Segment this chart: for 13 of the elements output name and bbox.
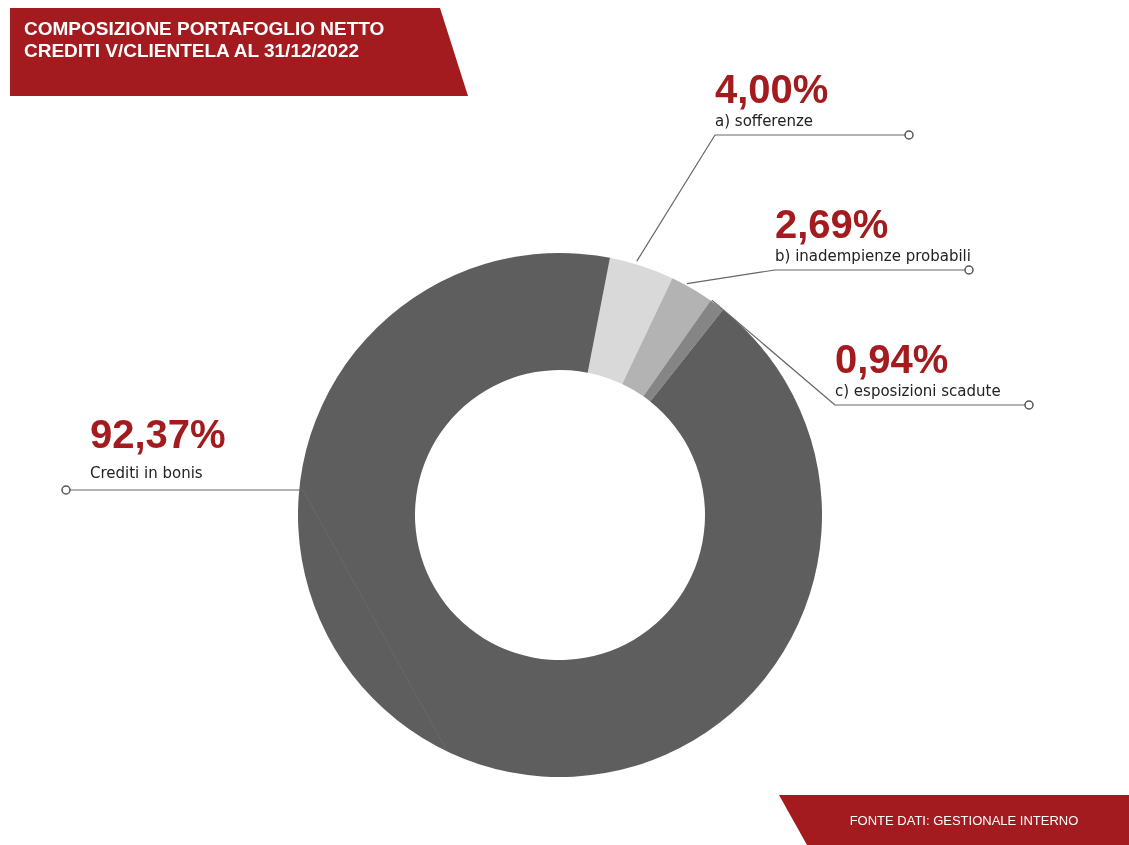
slice-label: a) sofferenze — [715, 112, 814, 130]
donut-slice — [622, 278, 711, 397]
data-label: 4,00% — [715, 67, 829, 111]
donut-slice — [587, 257, 673, 385]
slice-label: b) inadempienze probabili — [775, 247, 971, 265]
slice-label: Crediti in bonis — [90, 464, 203, 482]
slice-label: c) esposizioni scadute — [835, 382, 1001, 400]
source-note: FONTE DATI: GESTIONALE INTERNO — [779, 795, 1129, 845]
donut-slice — [643, 300, 723, 402]
chart-title: COMPOSIZIONE PORTAFOGLIO NETTO CREDITI V/CLIENTELA AL 31/12/2022 — [24, 18, 386, 62]
data-label: 92,37% — [90, 412, 226, 456]
data-label: 2,69% — [775, 202, 889, 246]
data-label: 0,94% — [835, 337, 949, 381]
